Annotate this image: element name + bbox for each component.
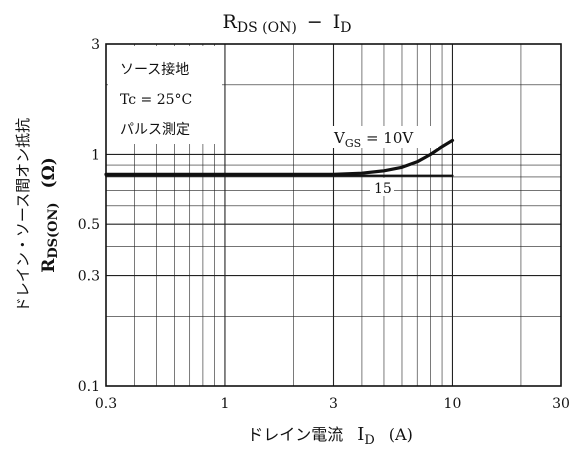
plot-frame	[105, 43, 562, 387]
series-group	[104, 138, 455, 177]
y-tick-label: 1	[91, 147, 100, 163]
x-tick-label: 0.3	[95, 396, 117, 412]
y-tick-labels: 0.1 0.3 0.5 1 3	[78, 37, 100, 395]
series-label-vgs10: VGS = 10V	[333, 129, 414, 150]
x-tick-label: 3	[329, 396, 338, 412]
y-tick-label: 0.1	[78, 379, 100, 395]
x-tick-label: 30	[552, 396, 570, 412]
condition-temperature: Tc = 25°C	[120, 92, 192, 108]
series-label-15: 15	[374, 181, 392, 197]
y-axis-label-jp: ドレイン・ソース間オン抵抗	[14, 118, 32, 312]
chart-title: RDS (ON) − ID	[223, 11, 352, 36]
y-tick-label: 3	[91, 37, 100, 53]
y-tick-label: 0.3	[78, 269, 100, 285]
condition-source-grounded: ソース接地	[120, 61, 189, 78]
conditions-box: ソース接地 Tc = 25°C パルス測定	[108, 46, 222, 144]
y-axis-label-symbol: RDS(ON)(Ω)	[39, 157, 61, 273]
y-tick-label: 0.5	[78, 217, 100, 233]
condition-pulse-measure: パルス測定	[120, 122, 190, 138]
x-axis-label: ドレイン電流 ID (A)	[247, 424, 413, 448]
x-tick-label: 1	[220, 396, 229, 412]
series-line-0	[104, 138, 455, 176]
x-tick-label: 10	[444, 396, 462, 412]
x-tick-labels: 0.3 1 3 10 30	[95, 396, 570, 412]
